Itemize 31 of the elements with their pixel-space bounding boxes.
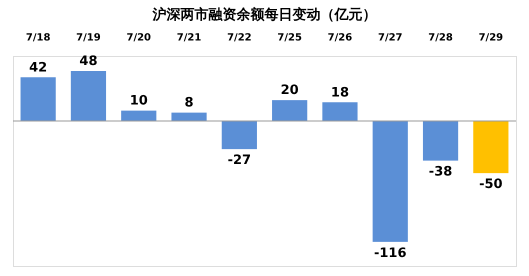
x-tick-label: 7/26	[328, 32, 352, 44]
bar	[20, 77, 56, 121]
bar	[322, 102, 358, 121]
x-tick-label: 7/25	[277, 32, 302, 44]
x-tick-label: 7/27	[378, 32, 403, 44]
data-label: 42	[29, 60, 48, 76]
bar	[171, 112, 207, 121]
x-tick-label: 7/29	[478, 32, 504, 44]
bar	[473, 121, 508, 174]
x-tick-label: 7/18	[26, 32, 50, 44]
x-tick-label: 7/28	[428, 32, 453, 44]
data-label: 48	[79, 54, 98, 69]
bar	[422, 121, 458, 161]
data-label: -27	[228, 153, 252, 168]
data-label: 18	[330, 85, 349, 100]
bar	[70, 71, 106, 121]
data-label: -38	[428, 164, 452, 180]
data-label: -50	[479, 177, 503, 192]
x-tick-label: 7/21	[176, 32, 202, 44]
data-label: 10	[130, 94, 148, 109]
x-tick-label: 7/20	[126, 32, 152, 44]
bar	[272, 100, 308, 121]
x-tick-label: 7/19	[76, 32, 101, 44]
data-label: 20	[280, 83, 299, 98]
chart-title: 沪深两市融资余额每日变动（亿元）	[152, 6, 376, 23]
data-label: 8	[184, 96, 194, 111]
bar	[372, 121, 408, 242]
bar	[222, 121, 257, 150]
bar	[121, 110, 156, 121]
x-tick-label: 7/22	[227, 32, 252, 44]
data-label: -116	[374, 246, 407, 261]
